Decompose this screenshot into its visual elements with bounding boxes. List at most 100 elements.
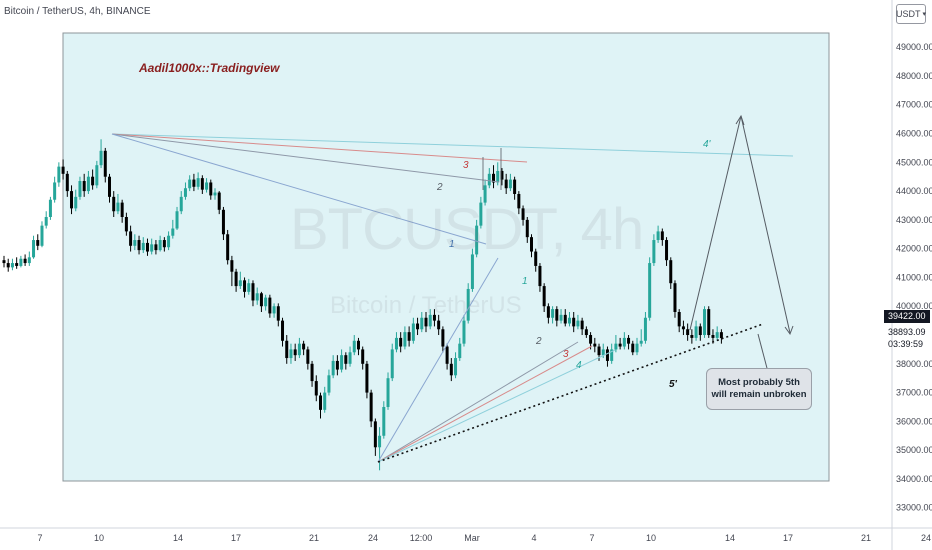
fan-line-blue — [111, 133, 487, 245]
candle-body — [500, 170, 504, 180]
arrow-down-icon — [784, 325, 794, 336]
candle-body — [584, 329, 588, 336]
candle-body — [703, 309, 707, 336]
name-watermark: Bitcoin / TetherUS — [330, 292, 522, 319]
fan-line-bottom-blue — [377, 257, 499, 463]
candle-body — [217, 192, 221, 210]
candle-body — [264, 297, 268, 307]
candle-body — [293, 349, 297, 356]
time-tick-label: Mar — [464, 533, 480, 543]
candle-body — [386, 378, 390, 407]
candle-body — [563, 314, 567, 324]
candle-body — [420, 317, 424, 330]
candle-body — [652, 240, 656, 264]
candle-body — [124, 217, 128, 232]
candle-body — [576, 320, 580, 327]
candle-body — [492, 173, 496, 183]
note-callout[interactable]: Most probably 5th will remain unbroken — [706, 368, 812, 410]
candle-body — [158, 240, 162, 251]
candle-body — [614, 343, 618, 350]
candle-body — [454, 358, 458, 376]
candle-body — [348, 352, 352, 364]
candle-body — [407, 332, 411, 341]
price-tick-label: 34000.00 — [896, 474, 932, 484]
candle-body — [15, 263, 19, 266]
candle-body — [48, 199, 52, 218]
currency-selector[interactable]: USDT ▾ — [896, 4, 926, 24]
time-tick-label: 24 — [921, 533, 931, 543]
candle-body — [297, 343, 301, 356]
wave-label-3b: 3 — [563, 349, 569, 360]
candle-body — [285, 340, 289, 359]
candle-body — [120, 202, 124, 218]
candle-body — [23, 258, 27, 264]
candle-body — [352, 340, 356, 353]
candle-body — [517, 193, 521, 209]
price-tick-label: 42000.00 — [896, 244, 932, 254]
candle-body — [686, 329, 690, 336]
candle-body — [597, 346, 601, 356]
candle-body — [437, 320, 441, 330]
candle-body — [458, 343, 462, 359]
candle-body — [589, 335, 593, 344]
candle-body — [567, 317, 571, 324]
candle-body — [470, 254, 474, 289]
fan-line-bottom-red — [377, 345, 593, 463]
candle-body — [546, 306, 550, 318]
annotation-box-layer — [62, 32, 830, 482]
candle-body — [403, 332, 407, 347]
countdown-tag: 03:39:59 — [888, 339, 924, 349]
candle-body — [475, 225, 479, 255]
candle-body — [259, 293, 263, 307]
candle-body — [74, 196, 78, 209]
candle-body — [276, 306, 280, 321]
candle-body — [525, 219, 529, 238]
time-tick-label: 10 — [94, 533, 104, 543]
candle-body — [551, 309, 555, 318]
candle-body — [183, 188, 187, 197]
candle-body — [2, 260, 6, 264]
time-tick-label: 4 — [531, 533, 536, 543]
candle-body — [504, 179, 508, 189]
candle-body — [319, 395, 322, 410]
candle-body — [327, 375, 331, 393]
candle-body — [10, 263, 14, 268]
candle-body — [344, 355, 348, 364]
candle-body — [209, 182, 213, 196]
price-tick-label: 41000.00 — [896, 272, 932, 282]
candle-body — [496, 170, 500, 183]
price-tick-label: 36000.00 — [896, 416, 932, 426]
candle-body — [108, 176, 111, 197]
candle-body — [226, 234, 230, 261]
candle-body — [610, 349, 614, 361]
note-pointer — [757, 333, 769, 373]
candle-body — [331, 360, 335, 376]
candle-body — [137, 240, 141, 251]
candle-body — [681, 326, 685, 330]
candle-body — [145, 242, 149, 252]
candle-body — [251, 283, 255, 301]
candle-body — [167, 235, 171, 248]
candle-body — [559, 314, 563, 321]
candle-body — [635, 343, 639, 353]
candle-body — [36, 240, 40, 246]
chart-title: Bitcoin / TetherUS, 4h, BINANCE — [4, 6, 151, 17]
candle-body — [175, 211, 179, 229]
candle-body — [665, 240, 669, 261]
candle-body — [399, 337, 403, 347]
candle-body — [192, 179, 196, 187]
candle-body — [618, 343, 622, 347]
arrow-up-icon — [735, 114, 745, 126]
candle-body — [243, 280, 247, 292]
time-tick-label: 17 — [783, 533, 793, 543]
candle-body — [707, 309, 711, 336]
time-tick-label: 10 — [646, 533, 656, 543]
candle-body — [200, 178, 204, 190]
candle-body — [27, 257, 31, 264]
candle-body — [112, 196, 116, 212]
candle-body — [428, 314, 432, 327]
candle-body — [580, 320, 584, 330]
candle-body — [103, 150, 107, 177]
